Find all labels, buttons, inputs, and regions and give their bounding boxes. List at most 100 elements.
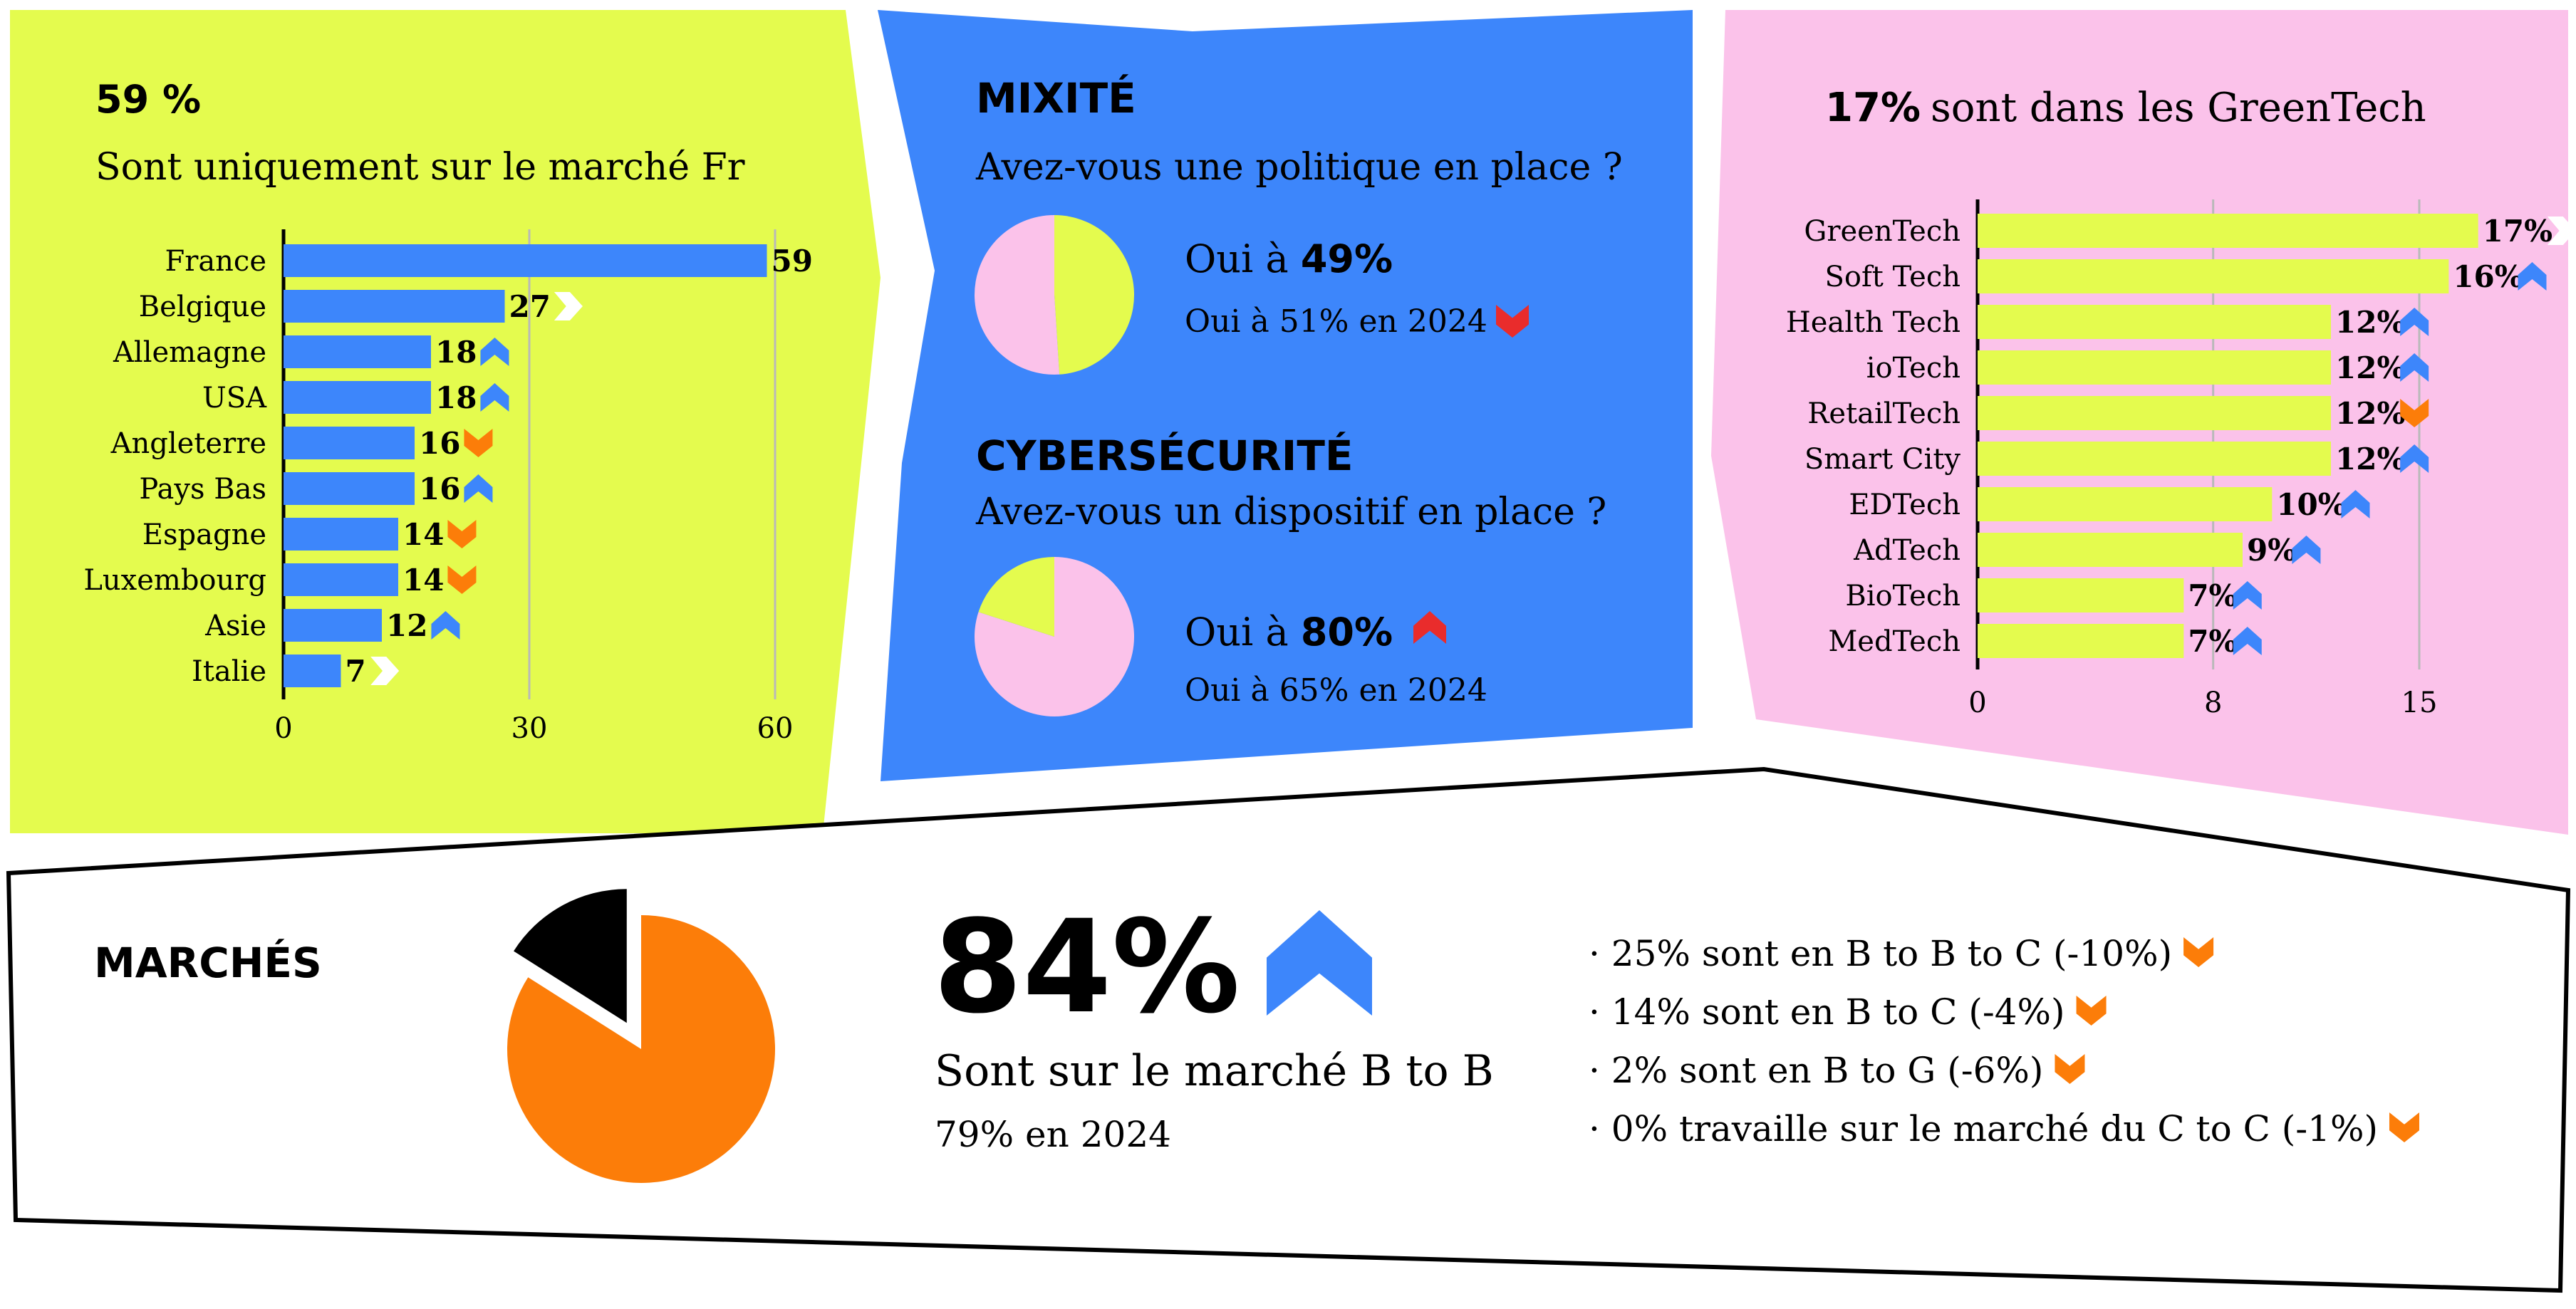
markets-big-label: Sont sur le marché B to B — [935, 1046, 1494, 1096]
x-tick-label: 0 — [1968, 687, 1986, 719]
bar — [284, 609, 382, 642]
countries-subtitle: Sont uniquement sur le marché Fr — [95, 146, 745, 189]
trend-up-icon — [464, 474, 493, 503]
pie-slice-non — [975, 215, 1060, 375]
value-label: 7% — [2188, 624, 2237, 659]
category-label: Espagne — [142, 518, 266, 551]
value-label: 10% — [2276, 487, 2346, 522]
markets-title: MARCHÉS — [94, 938, 322, 987]
value-label: 7 — [346, 654, 366, 689]
sectors-stat: 17% — [1825, 85, 1921, 131]
bar — [1978, 214, 2478, 248]
markets-previous: 79% en 2024 — [935, 1114, 1171, 1155]
pie-slice-oui — [975, 557, 1135, 717]
category-label: ioTech — [1866, 352, 1960, 385]
cyber-answer: Oui à 80% — [1185, 610, 1393, 654]
category-label: RetailTech — [1807, 397, 1960, 430]
trend-up-icon — [480, 383, 509, 412]
value-label: 12% — [2335, 350, 2405, 385]
bar — [284, 290, 505, 323]
cyber-title: CYBERSÉCURITÉ — [976, 431, 1354, 480]
trend-down-icon — [464, 429, 493, 457]
category-label: Health Tech — [1786, 306, 1960, 339]
category-label: USA — [202, 382, 267, 414]
value-label: 18 — [435, 335, 477, 370]
value-label: 12% — [2335, 305, 2405, 340]
value-label: 18 — [435, 380, 477, 415]
category-label: Smart City — [1804, 443, 1961, 476]
value-label: 12 — [386, 608, 427, 643]
cyber-previous: Oui à 65% en 2024 — [1185, 672, 1487, 709]
trend-up-icon — [2341, 490, 2370, 518]
cyber-pie-chart — [975, 557, 1135, 717]
x-tick-label: 8 — [2204, 687, 2222, 719]
value-label: 12% — [2335, 396, 2405, 431]
sectors-heading: 17% sont dans les GreenTech — [1825, 85, 2426, 131]
bar — [284, 335, 431, 368]
bar — [284, 518, 398, 551]
trend-up-icon — [480, 338, 509, 366]
trend-up-icon — [2518, 262, 2547, 291]
category-label: Soft Tech — [1825, 261, 1961, 293]
trend-up-icon — [2292, 536, 2321, 564]
bar — [284, 563, 398, 596]
x-tick-label: 15 — [2401, 687, 2438, 719]
bar — [1978, 442, 2331, 476]
bar — [1978, 350, 2331, 385]
countries-stat: 59 % — [95, 77, 201, 122]
mixite-answer-value: 49% — [1301, 236, 1393, 281]
mixite-title: MIXITÉ — [976, 73, 1136, 122]
markets-big-value: 84% — [933, 893, 1240, 1042]
bar — [1978, 259, 2449, 293]
trend-down-icon — [2400, 399, 2429, 427]
trend-up-icon — [431, 611, 460, 640]
market-bullet-item: · 14% sont en B to C (-4%) — [1589, 991, 2065, 1033]
sectors-bar-chart: 0 8 15 GreenTech 17% Soft Tech 16% Health Tech 1… — [1786, 199, 2576, 719]
bar — [284, 244, 767, 277]
mixite-answer: Oui à 49% — [1185, 236, 1393, 281]
trend-up-icon — [2233, 627, 2262, 655]
bar — [1978, 533, 2243, 567]
value-label: 12% — [2335, 442, 2405, 476]
category-label: AdTech — [1853, 534, 1960, 567]
category-label: EDTech — [1849, 489, 1960, 521]
category-label: Luxembourg — [83, 564, 266, 597]
market-bullet-item: · 25% sont en B to B to C (-10%) — [1589, 933, 2172, 974]
trend-same-icon — [370, 657, 400, 685]
trend-up-icon — [2400, 353, 2429, 382]
cyber-answer-value: 80% — [1301, 610, 1393, 654]
countries-bar-chart: 0 30 60 France 59 Belgique 27 Allemagne 18 USA 18 A… — [83, 229, 813, 745]
cyber-answer-prefix: Oui à — [1185, 610, 1301, 654]
sectors-subtitle: sont dans les GreenTech — [1931, 85, 2426, 131]
cyber-question: Avez-vous un dispositif en place ? — [975, 491, 1606, 533]
category-label: GreenTech — [1804, 215, 1960, 248]
bar — [284, 472, 415, 505]
bar — [1978, 624, 2184, 658]
cyber-trend-up-icon — [1413, 611, 1446, 644]
pie-slice-oui — [1054, 214, 1135, 375]
trend-down-icon — [2076, 996, 2107, 1026]
market-bullet-item: · 2% sont en B to G (-6%) — [1589, 1050, 2043, 1091]
pie-slice-non — [978, 557, 1054, 637]
mixite-previous: Oui à 51% en 2024 — [1185, 303, 1487, 340]
bar — [1978, 305, 2331, 339]
trend-down-icon — [2183, 937, 2214, 967]
category-label: Allemagne — [113, 336, 266, 369]
value-label: 7% — [2188, 578, 2237, 613]
trend-down-icon — [2055, 1054, 2085, 1084]
x-tick-label: 30 — [511, 712, 548, 745]
value-label: 16 — [419, 426, 460, 461]
value-label: 14 — [402, 563, 444, 598]
trend-up-icon — [2400, 308, 2429, 336]
bar — [284, 654, 341, 687]
value-label: 14 — [402, 517, 444, 552]
pie-slice-b-to-b — [507, 915, 775, 1183]
bar — [1978, 578, 2184, 612]
x-tick-label: 0 — [274, 712, 292, 745]
bar — [284, 381, 431, 414]
markets-pie-chart — [507, 889, 775, 1183]
trend-up-icon — [2233, 581, 2262, 610]
trend-down-icon — [447, 565, 477, 594]
mixite-trend-down-icon — [1496, 305, 1529, 338]
